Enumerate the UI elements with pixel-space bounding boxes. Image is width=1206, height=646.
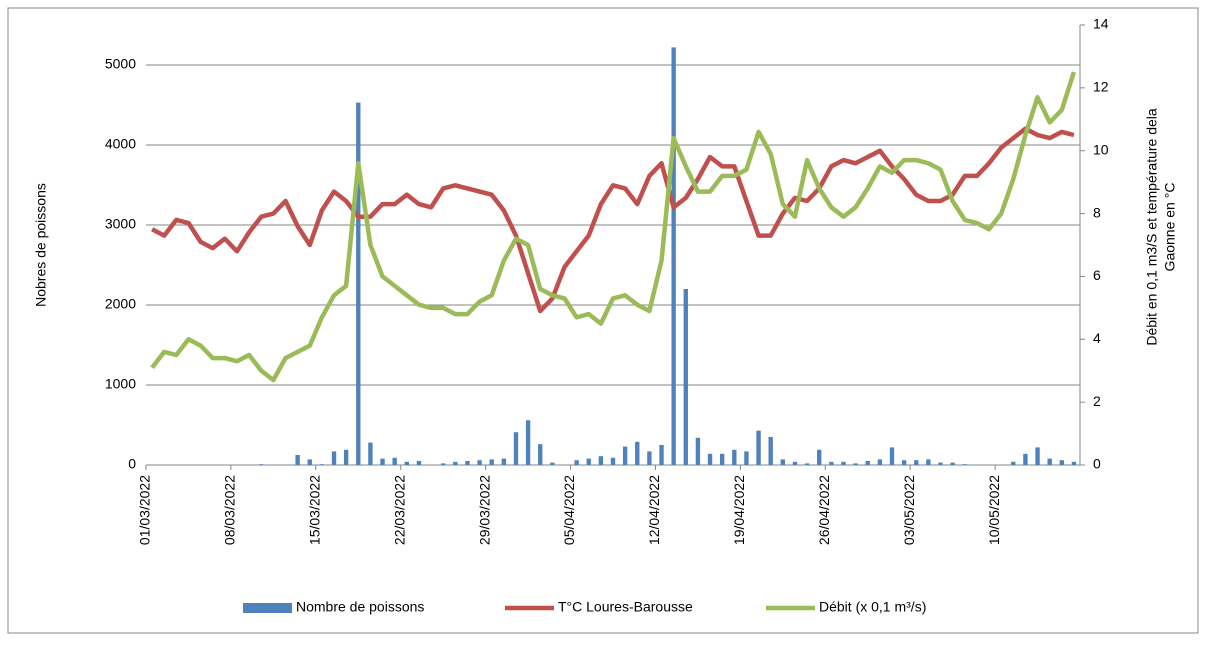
bar	[1011, 461, 1016, 465]
bar	[647, 451, 652, 465]
bar	[780, 459, 786, 465]
bar	[962, 464, 967, 465]
x-tick-label: 03/05/2022	[901, 475, 917, 545]
x-tick-label: 12/04/2022	[646, 475, 662, 545]
bar	[817, 449, 822, 465]
bar	[635, 441, 640, 465]
bar	[1059, 460, 1064, 465]
x-tick-label: 01/03/2022	[137, 475, 153, 545]
bar	[865, 461, 870, 465]
bar	[525, 420, 531, 465]
y2-tick-label: 6	[1093, 267, 1101, 283]
bar	[792, 461, 798, 465]
bar	[756, 430, 761, 465]
bar	[356, 102, 361, 465]
bar	[598, 456, 604, 465]
bar	[610, 457, 616, 465]
y2-tick-label: 10	[1093, 141, 1109, 157]
bar	[368, 442, 373, 465]
bar	[440, 463, 446, 465]
bar	[319, 464, 325, 465]
x-tick-label: 05/04/2022	[561, 475, 577, 545]
bar	[622, 446, 628, 465]
bar	[574, 460, 579, 465]
bar	[404, 461, 409, 465]
bar	[950, 462, 955, 465]
y-tick-label: 2000	[105, 296, 136, 312]
y2-tick-label: 2	[1093, 393, 1101, 409]
y2-tick-label: 12	[1093, 79, 1109, 95]
bar	[586, 458, 591, 465]
y-axis-title: Nobres de poissons	[33, 183, 49, 307]
y2-axis-title: Gaonne en °C	[1162, 183, 1178, 272]
y2-tick-label: 0	[1093, 456, 1101, 472]
bar	[853, 463, 858, 465]
bar	[1035, 447, 1040, 465]
y-tick-label: 0	[128, 456, 136, 472]
bar	[343, 449, 349, 465]
bar	[550, 462, 555, 465]
legend-label: Débit (x 0,1 m³/s)	[819, 599, 926, 615]
legend-label: Nombre de poissons	[296, 599, 424, 615]
y-tick-label: 5000	[105, 56, 136, 72]
y2-axis-title: Débit en 0,1 m3/S et température dela	[1144, 108, 1160, 346]
bar	[804, 463, 810, 465]
bar	[744, 451, 749, 465]
bar	[489, 459, 494, 465]
x-tick-label: 15/03/2022	[307, 475, 323, 545]
bar	[453, 461, 458, 465]
legend-label: T°C Loures-Barousse	[558, 599, 693, 615]
y-tick-label: 1000	[105, 376, 136, 392]
x-tick-label: 08/03/2022	[222, 475, 238, 545]
bar	[707, 453, 713, 465]
bar	[1071, 461, 1077, 465]
bar	[683, 289, 688, 465]
bar	[380, 458, 385, 465]
x-tick-label: 10/05/2022	[986, 475, 1002, 545]
bar	[416, 461, 422, 465]
bar	[659, 445, 664, 465]
bar	[295, 455, 300, 465]
bar	[926, 459, 931, 465]
legend-swatch	[243, 603, 292, 613]
y2-tick-label: 14	[1093, 16, 1109, 32]
line	[151, 126, 1075, 314]
y2-tick-label: 8	[1093, 204, 1101, 220]
bar	[841, 461, 846, 465]
bar	[259, 464, 264, 465]
x-tick-label: 19/04/2022	[731, 475, 747, 545]
bar	[695, 437, 701, 465]
bar	[901, 460, 907, 465]
bar	[1047, 458, 1052, 465]
bar	[938, 462, 943, 465]
bar	[501, 458, 507, 465]
x-tick-label: 22/03/2022	[391, 475, 407, 545]
bar	[829, 461, 834, 465]
bar	[877, 459, 883, 465]
x-tick-label: 26/04/2022	[816, 475, 832, 545]
y2-tick-label: 4	[1093, 330, 1101, 346]
bar	[1023, 453, 1028, 465]
y-tick-label: 4000	[105, 136, 136, 152]
bar	[889, 447, 895, 465]
bar	[768, 437, 773, 465]
bar	[331, 451, 337, 465]
bar	[513, 432, 519, 465]
y-tick-label: 3000	[105, 216, 136, 232]
bar	[392, 457, 397, 465]
bar	[477, 460, 482, 465]
bar	[538, 444, 543, 465]
bar	[732, 449, 737, 465]
line	[150, 71, 1077, 383]
bar	[719, 453, 725, 465]
bar	[914, 460, 919, 465]
bar	[307, 459, 312, 465]
bar	[465, 461, 470, 465]
x-tick-label: 29/03/2022	[476, 475, 492, 545]
bar	[671, 47, 676, 466]
